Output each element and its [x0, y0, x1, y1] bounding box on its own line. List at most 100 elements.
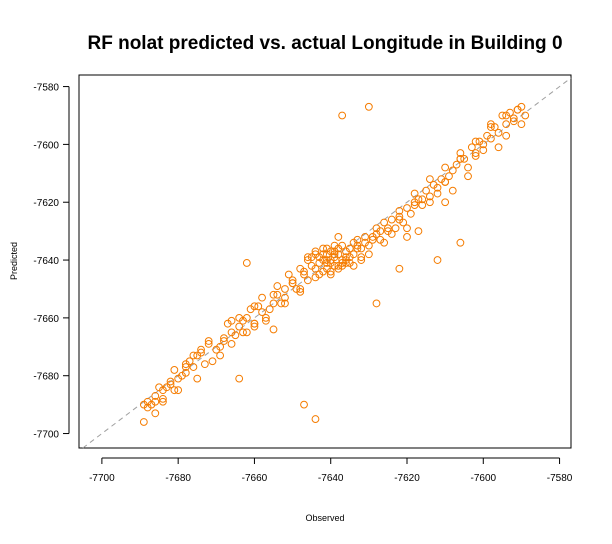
scatter-point — [303, 256, 312, 264]
scatter-point — [403, 204, 411, 212]
scatter-point — [425, 175, 434, 183]
scatter-point — [288, 276, 297, 285]
scatter-point — [273, 290, 282, 299]
scatter-point — [220, 337, 228, 345]
scatter-point — [464, 172, 472, 181]
scatter-point — [326, 267, 335, 276]
scatter-point — [235, 374, 244, 383]
scatter-point — [151, 392, 160, 400]
scatter-point — [364, 102, 373, 111]
scatter-point — [479, 140, 488, 149]
scatter-point — [330, 241, 339, 250]
scatter-point — [265, 305, 274, 314]
scatter-point — [303, 253, 312, 262]
scatter-point — [258, 308, 266, 317]
scatter-point — [509, 114, 518, 123]
scatter-point — [487, 134, 495, 143]
scatter-point — [323, 244, 331, 253]
scatter-point — [498, 111, 507, 120]
scatter-point — [471, 137, 480, 146]
scatter-point — [464, 163, 472, 172]
scatter-point — [441, 178, 450, 186]
scatter-point — [353, 244, 362, 253]
y-tick-label: -7680 — [33, 372, 59, 383]
data-points — [139, 102, 530, 426]
scatter-point — [250, 319, 259, 328]
scatter-point — [311, 264, 320, 273]
scatter-point — [159, 394, 167, 403]
scatter-point — [300, 400, 308, 409]
scatter-point — [159, 386, 167, 395]
scatter-point — [239, 328, 247, 337]
scatter-point — [357, 253, 366, 262]
y-tick-label: -7600 — [33, 140, 59, 151]
scatter-point — [521, 111, 530, 120]
scatter-point — [319, 250, 327, 259]
scatter-point — [441, 198, 450, 207]
scatter-point — [467, 143, 476, 152]
scatter-point — [296, 285, 305, 293]
scatter-point — [185, 357, 194, 366]
scatter-point — [353, 235, 362, 244]
scatter-point — [311, 415, 320, 423]
scatter-point — [166, 377, 175, 386]
scatter-point — [143, 403, 152, 412]
scatter-point — [284, 270, 293, 279]
chart-title-group: RF nolat predicted vs. actual Longitude … — [87, 33, 562, 54]
scatter-point — [227, 316, 236, 325]
scatter-point — [456, 154, 465, 163]
scatter-point — [418, 201, 427, 210]
scatter-point — [349, 250, 358, 259]
scatter-point — [471, 149, 480, 157]
scatter-point — [403, 224, 411, 233]
scatter-point — [181, 368, 190, 377]
scatter-point — [342, 259, 350, 267]
scatter-point — [220, 334, 228, 343]
x-axis: -7700 -7680 -7660 -7640 -7620 -7600 -7580 — [89, 457, 573, 484]
y-tick-label: -7660 — [33, 314, 59, 325]
scatter-point — [208, 357, 217, 366]
scatter-point — [227, 340, 236, 348]
scatter-point — [441, 163, 450, 172]
scatter-point — [269, 299, 278, 308]
scatter-point — [273, 282, 282, 290]
scatter-point — [166, 380, 175, 389]
scatter-point — [242, 259, 251, 267]
scatter-point — [319, 244, 327, 253]
scatter-point — [151, 409, 160, 418]
scatter-point — [288, 279, 297, 288]
scatter-point — [277, 299, 286, 308]
scatter-point — [250, 302, 259, 311]
scatter-point — [311, 247, 320, 256]
scatter-point — [197, 345, 205, 354]
scatter-point — [487, 120, 495, 129]
scatter-point — [334, 233, 343, 241]
scatter-point — [269, 325, 278, 334]
scatter-point — [414, 227, 423, 236]
scatter-point — [448, 166, 457, 175]
scatter-point — [216, 351, 225, 360]
scatter-point — [502, 120, 511, 129]
scatter-point — [345, 244, 354, 253]
scatter-point — [433, 256, 442, 264]
y-tick-label: -7620 — [33, 198, 59, 209]
scatter-point — [406, 209, 415, 218]
scatter-point — [345, 259, 354, 267]
scatter-point — [319, 256, 327, 264]
scatter-point — [197, 348, 205, 357]
scatter-point — [281, 293, 289, 302]
y-tick-label: -7640 — [33, 256, 59, 267]
scatter-point — [376, 227, 385, 236]
scatter-point — [235, 313, 244, 322]
scatter-point — [353, 241, 362, 250]
scatter-point — [261, 313, 270, 322]
scatter-point — [410, 201, 419, 210]
scatter-point — [193, 374, 202, 383]
scatter-point — [204, 337, 213, 345]
scatter-point — [326, 270, 335, 279]
scatter-point — [231, 331, 240, 340]
scatter-point — [300, 270, 308, 279]
scatter-point — [181, 363, 190, 371]
scatter-point — [395, 212, 404, 221]
scatter-point — [368, 235, 377, 244]
